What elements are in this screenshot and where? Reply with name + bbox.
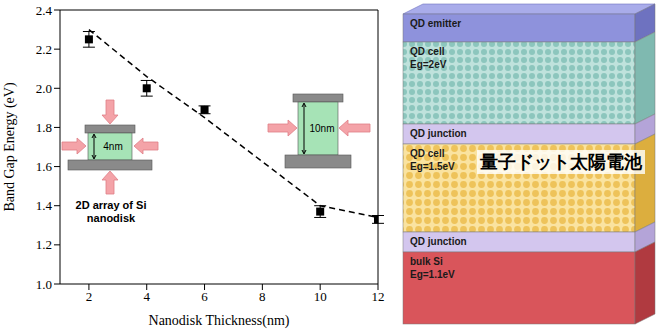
svg-text:QD cell: QD cell bbox=[410, 148, 445, 159]
svg-text:Band Gap Energy (eV): Band Gap Energy (eV) bbox=[2, 82, 18, 212]
svg-text:2.0: 2.0 bbox=[36, 81, 52, 96]
svg-text:1.6: 1.6 bbox=[36, 159, 53, 174]
svg-text:1.0: 1.0 bbox=[36, 277, 52, 292]
svg-text:Eg=1.5eV: Eg=1.5eV bbox=[410, 161, 455, 172]
svg-text:Nanodisk Thickness(nm): Nanodisk Thickness(nm) bbox=[149, 313, 290, 329]
svg-text:10nm: 10nm bbox=[309, 123, 334, 134]
svg-text:QD junction: QD junction bbox=[410, 128, 467, 139]
svg-text:bulk Si: bulk Si bbox=[410, 256, 443, 267]
svg-text:QD cell: QD cell bbox=[410, 46, 445, 57]
svg-text:Eg=1.1eV: Eg=1.1eV bbox=[410, 269, 455, 280]
svg-text:2.2: 2.2 bbox=[36, 42, 52, 57]
svg-text:QD junction: QD junction bbox=[410, 236, 467, 247]
svg-text:Eg=2eV: Eg=2eV bbox=[410, 59, 447, 70]
svg-text:4nm: 4nm bbox=[103, 141, 122, 152]
svg-text:1.8: 1.8 bbox=[36, 120, 52, 135]
svg-text:量子ドット太陽電池: 量子ドット太陽電池 bbox=[479, 151, 643, 172]
svg-text:8: 8 bbox=[259, 289, 266, 304]
svg-text:1.2: 1.2 bbox=[36, 237, 52, 252]
svg-text:6: 6 bbox=[201, 289, 208, 304]
html-text:2D array of Si nanodisk: 2D array of Si nanodisk bbox=[75, 199, 147, 224]
svg-text:QD emitter: QD emitter bbox=[410, 18, 461, 29]
svg-text:1.4: 1.4 bbox=[36, 198, 53, 213]
svg-text:4: 4 bbox=[143, 289, 150, 304]
svg-text:2: 2 bbox=[86, 289, 93, 304]
svg-text:10: 10 bbox=[314, 289, 327, 304]
svg-text:2.4: 2.4 bbox=[36, 3, 53, 18]
svg-text:12: 12 bbox=[372, 289, 385, 304]
